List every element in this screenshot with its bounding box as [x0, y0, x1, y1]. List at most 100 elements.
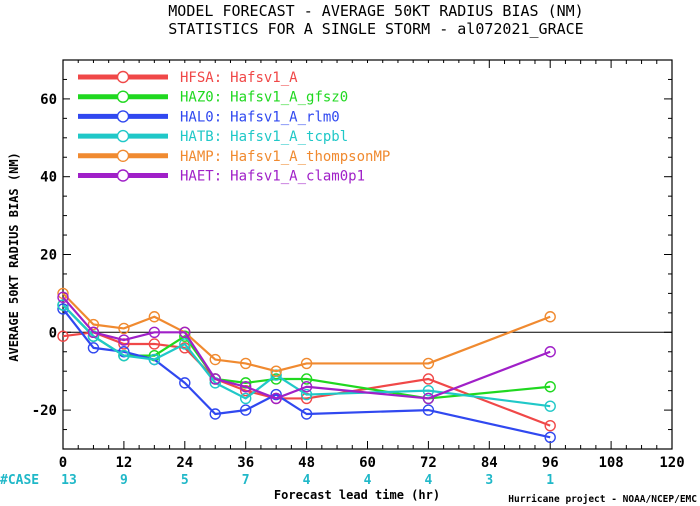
data-point [87, 318, 100, 331]
legend-series-label: Hafsv1_A_tcpbl [230, 129, 348, 145]
data-point [57, 299, 69, 311]
data-point [57, 291, 69, 303]
data-point [87, 326, 100, 338]
case-count-row: #CASE 13 9 5 7 4 4 4 3 1 [0, 473, 554, 488]
series-hatb [57, 299, 556, 412]
data-point [300, 388, 313, 401]
case-count: 3 [485, 473, 493, 488]
legend-label: HATB: Hafsv1_A_tcpbl [180, 129, 348, 145]
case-count: 13 [61, 473, 77, 488]
legend-label: HAZ0: Hafsv1_A_gfsz0 [180, 90, 348, 106]
y-axis: -20 0 20 40 60 [32, 59, 672, 450]
data-point [239, 357, 252, 370]
x-tick-label: 84 [481, 455, 498, 471]
data-point [300, 357, 313, 370]
data-point [270, 365, 282, 377]
case-label: #CASE [0, 473, 39, 488]
data-point [544, 400, 556, 412]
legend-series-code: HAET: [180, 169, 222, 185]
legend-series-code: HAL0: [180, 109, 222, 125]
legend-swatch-marker [116, 70, 130, 84]
case-count: 9 [120, 473, 128, 488]
data-point [179, 377, 191, 389]
case-count: 5 [181, 473, 189, 488]
legend-item-haz0: HAZ0: Hafsv1_A_gfsz0 [78, 90, 348, 106]
data-point [209, 408, 221, 420]
legend-item-haet: HAET: Hafsv1_A_clam0p1 [78, 169, 365, 185]
data-point [239, 404, 252, 416]
legend-series-code: HATB: [180, 129, 222, 145]
legend-item-hamp: HAMP: Hafsv1_A_thompsonMP [78, 149, 390, 165]
y-axis-title: AVERAGE 50KT RADIUS BIAS (NM) [7, 152, 21, 362]
x-tick-label: 72 [420, 455, 437, 471]
legend-label: HFSA: Hafsv1_A [180, 70, 298, 86]
series-layer [57, 287, 556, 444]
legend-series-code: HAMP: [180, 149, 222, 165]
data-point [300, 373, 313, 385]
data-point [544, 431, 556, 444]
x-tick-label: 12 [115, 455, 132, 471]
data-point [148, 338, 161, 350]
legend-series-code: HFSA: [180, 70, 222, 86]
legend-swatch-marker [116, 110, 130, 123]
legend-label: HAET: Hafsv1_A_clam0p1 [180, 169, 365, 185]
data-point [57, 330, 69, 342]
data-point [148, 353, 161, 366]
x-tick-label: 24 [176, 455, 193, 471]
legend-label: HAMP: Hafsv1_A_thompsonMP [180, 149, 390, 165]
data-point [422, 404, 435, 416]
legend-swatch-marker [116, 129, 130, 143]
x-tick-label: 36 [237, 455, 254, 471]
data-point [118, 349, 130, 362]
data-point [544, 346, 556, 358]
series-haet [57, 291, 556, 405]
case-count: 4 [303, 473, 311, 488]
x-tick-label: 60 [359, 455, 376, 471]
data-point [179, 326, 191, 338]
legend-item-hfsa: HFSA: Hafsv1_A [78, 70, 298, 86]
x-tick-label: 120 [659, 455, 684, 471]
y-tick-label: 20 [40, 248, 57, 264]
case-count: 4 [424, 473, 432, 488]
y-tick-label: 60 [40, 92, 57, 108]
x-axis: 0 12 24 36 48 60 72 84 96 108 120 [59, 60, 685, 471]
y-tick-label: -20 [32, 403, 57, 419]
legend-item-hatb: HATB: Hafsv1_A_tcpbl [78, 129, 348, 145]
series-line [62, 308, 551, 439]
data-point [118, 334, 130, 346]
data-point [179, 342, 191, 354]
data-point [422, 384, 435, 397]
x-axis-title: Forecast lead time (hr) [274, 488, 440, 502]
case-count: 4 [364, 473, 372, 488]
data-point [300, 381, 313, 393]
data-point [239, 381, 252, 393]
legend-series-label: Hafsv1_A_clam0p1 [230, 169, 365, 185]
case-count: 1 [546, 473, 554, 488]
data-point [87, 342, 100, 354]
legend-item-hal0: HAL0: Hafsv1_A_rlm0 [78, 109, 340, 125]
data-point [422, 357, 435, 370]
data-point [239, 392, 252, 405]
data-point [270, 388, 282, 401]
x-tick-label: 108 [598, 455, 623, 471]
series-line [62, 296, 551, 400]
legend-series-label: Hafsv1_A_rlm0 [230, 109, 340, 125]
series-line [62, 304, 551, 408]
y-tick-label: 40 [40, 170, 57, 186]
data-point [544, 381, 556, 393]
chart-title: MODEL FORECAST - AVERAGE 50KT RADIUS BIA… [168, 2, 583, 20]
data-point [422, 392, 435, 405]
legend-series-code: HAZ0: [180, 90, 222, 106]
data-point [118, 322, 130, 335]
data-point [544, 311, 556, 323]
credit-text: Hurricane project - NOAA/NCEP/EMC [508, 494, 697, 505]
legend-series-label: Hafsv1_A_thompsonMP [230, 149, 390, 165]
legend-swatch-marker [116, 90, 130, 103]
legend-swatch-marker [116, 149, 130, 163]
legend-swatch-marker [116, 169, 130, 182]
chart-subtitle: STATISTICS FOR A SINGLE STORM - al072021… [168, 20, 583, 38]
data-point [209, 373, 221, 385]
data-point [209, 353, 221, 366]
legend-series-label: Hafsv1_A [230, 70, 298, 86]
